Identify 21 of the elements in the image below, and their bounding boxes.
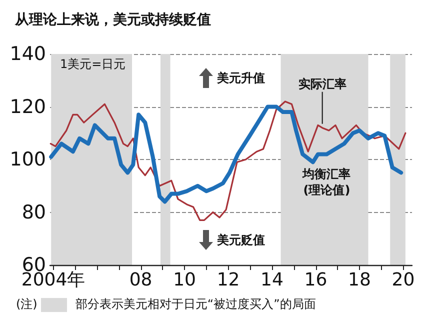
- y-axis-title: 1美元=日元: [60, 57, 126, 71]
- series-label: 均衡汇率(理论值): [302, 167, 351, 198]
- text: 部分表示美元相对于日元“被过度买入”的局面: [75, 296, 316, 313]
- x-tick-label: 18: [348, 270, 371, 290]
- series-label: 实际汇率: [298, 76, 346, 91]
- chart-title: 从理论上来说，美元或持续贬值: [14, 11, 211, 28]
- x-tick-label: 16: [304, 270, 328, 290]
- y-tick-label: 120: [10, 96, 46, 118]
- x-tick-label: 12: [216, 270, 240, 290]
- y-tick-label: 80: [22, 201, 46, 224]
- x-tick-label: 10: [173, 270, 196, 290]
- text: (注): [16, 296, 38, 313]
- x-tick-label: 08: [129, 270, 152, 290]
- annotation: 美元贬值: [216, 233, 265, 247]
- y-tick-label: 100: [10, 148, 46, 170]
- line-series: [49, 104, 404, 204]
- annotation: 美元升值: [216, 71, 265, 85]
- line-series: [50, 100, 406, 221]
- x-tick-label: 20: [392, 270, 415, 290]
- x-tick-label: 14: [260, 270, 284, 290]
- y-tick-label: 140: [10, 43, 46, 65]
